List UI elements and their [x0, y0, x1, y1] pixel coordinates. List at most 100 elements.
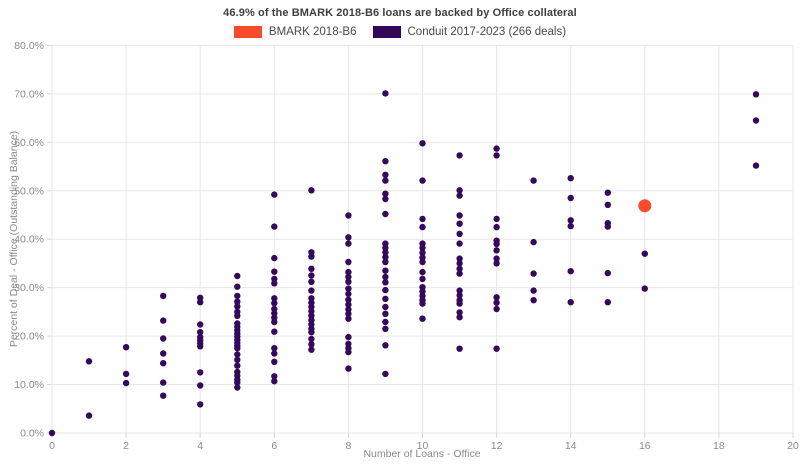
conduit-data-point[interactable]: [234, 362, 241, 369]
conduit-data-point[interactable]: [345, 278, 352, 285]
conduit-data-point[interactable]: [382, 318, 389, 326]
conduit-data-point[interactable]: [493, 247, 500, 254]
conduit-data-point[interactable]: [419, 275, 426, 283]
conduit-data-point[interactable]: [271, 318, 278, 326]
conduit-data-point[interactable]: [419, 244, 426, 252]
conduit-data-point[interactable]: [345, 348, 352, 356]
conduit-data-point[interactable]: [234, 351, 241, 358]
conduit-data-point[interactable]: [493, 223, 500, 231]
conduit-data-point[interactable]: [752, 91, 760, 98]
conduit-data-point[interactable]: [160, 350, 167, 357]
conduit-data-point[interactable]: [493, 240, 500, 248]
legend-item-conduit[interactable]: Conduit 2017-2023 (266 deals): [372, 26, 566, 38]
conduit-data-point[interactable]: [197, 299, 204, 306]
conduit-data-point[interactable]: [493, 145, 500, 152]
conduit-data-point[interactable]: [382, 253, 389, 261]
conduit-data-point[interactable]: [308, 341, 315, 348]
conduit-data-point[interactable]: [456, 314, 463, 321]
conduit-data-point[interactable]: [382, 210, 389, 218]
conduit-data-point[interactable]: [160, 360, 167, 367]
conduit-data-point[interactable]: [345, 234, 352, 241]
conduit-data-point[interactable]: [456, 270, 463, 277]
conduit-data-point[interactable]: [271, 223, 278, 230]
conduit-data-point[interactable]: [419, 215, 426, 223]
conduit-data-point[interactable]: [197, 401, 204, 408]
conduit-data-point[interactable]: [493, 299, 500, 306]
conduit-data-point[interactable]: [271, 280, 278, 287]
conduit-data-point[interactable]: [345, 268, 352, 276]
conduit-data-point[interactable]: [641, 285, 648, 292]
conduit-data-point[interactable]: [345, 240, 352, 247]
conduit-data-point[interactable]: [308, 329, 315, 336]
conduit-data-point[interactable]: [345, 310, 352, 317]
conduit-data-point[interactable]: [382, 195, 389, 203]
conduit-data-point[interactable]: [382, 295, 389, 302]
conduit-data-point[interactable]: [197, 321, 204, 328]
conduit-data-point[interactable]: [456, 287, 463, 294]
conduit-data-point[interactable]: [197, 369, 204, 376]
conduit-data-point[interactable]: [345, 365, 352, 372]
conduit-data-point[interactable]: [271, 373, 278, 380]
conduit-data-point[interactable]: [419, 177, 426, 184]
conduit-data-point[interactable]: [160, 379, 167, 386]
conduit-data-point[interactable]: [493, 345, 500, 352]
conduit-data-point[interactable]: [530, 297, 537, 304]
conduit-data-point[interactable]: [345, 290, 352, 298]
conduit-data-point[interactable]: [234, 272, 241, 280]
conduit-data-point[interactable]: [567, 268, 574, 275]
conduit-data-point[interactable]: [382, 279, 389, 286]
conduit-data-point[interactable]: [419, 140, 426, 147]
conduit-data-point[interactable]: [197, 329, 204, 336]
conduit-data-point[interactable]: [345, 301, 352, 308]
conduit-data-point[interactable]: [345, 296, 352, 303]
conduit-data-point[interactable]: [160, 335, 167, 342]
conduit-data-point[interactable]: [271, 295, 278, 302]
conduit-data-point[interactable]: [308, 316, 315, 324]
conduit-data-point[interactable]: [271, 275, 278, 283]
conduit-data-point[interactable]: [382, 90, 389, 97]
conduit-data-point[interactable]: [382, 158, 389, 165]
conduit-data-point[interactable]: [382, 171, 389, 178]
conduit-data-point[interactable]: [419, 288, 426, 295]
conduit-data-point[interactable]: [456, 300, 463, 307]
conduit-data-point[interactable]: [271, 345, 278, 352]
conduit-data-point[interactable]: [271, 310, 278, 317]
conduit-data-point[interactable]: [567, 222, 574, 230]
conduit-data-point[interactable]: [308, 303, 315, 311]
conduit-data-point[interactable]: [345, 315, 352, 322]
conduit-data-point[interactable]: [604, 189, 611, 196]
conduit-data-point[interactable]: [234, 312, 241, 319]
conduit-data-point[interactable]: [493, 215, 500, 223]
conduit-data-point[interactable]: [604, 201, 611, 208]
conduit-data-point[interactable]: [234, 303, 241, 310]
conduit-data-point[interactable]: [456, 187, 463, 194]
conduit-data-point[interactable]: [456, 260, 463, 267]
conduit-data-point[interactable]: [234, 345, 241, 352]
conduit-data-point[interactable]: [308, 346, 315, 353]
conduit-data-point[interactable]: [419, 300, 426, 307]
conduit-data-point[interactable]: [567, 217, 574, 224]
conduit-data-point[interactable]: [567, 299, 574, 306]
conduit-data-point[interactable]: [197, 343, 204, 350]
conduit-data-point[interactable]: [382, 267, 389, 274]
conduit-data-point[interactable]: [604, 223, 611, 230]
conduit-data-point[interactable]: [382, 249, 389, 256]
conduit-data-point[interactable]: [85, 358, 93, 365]
conduit-data-point[interactable]: [234, 356, 241, 363]
conduit-data-point[interactable]: [493, 255, 500, 262]
conduit-data-point[interactable]: [382, 177, 389, 184]
conduit-data-point[interactable]: [456, 265, 463, 272]
conduit-data-point[interactable]: [345, 333, 352, 341]
conduit-data-point[interactable]: [382, 190, 389, 197]
conduit-data-point[interactable]: [456, 152, 463, 159]
conduit-data-point[interactable]: [456, 345, 463, 352]
bmark-data-point[interactable]: [638, 199, 652, 213]
conduit-data-point[interactable]: [271, 378, 278, 385]
conduit-data-point[interactable]: [752, 162, 760, 169]
conduit-data-point[interactable]: [308, 287, 315, 294]
conduit-data-point[interactable]: [271, 328, 278, 335]
conduit-data-point[interactable]: [493, 152, 500, 159]
conduit-data-point[interactable]: [419, 258, 426, 266]
conduit-data-point[interactable]: [493, 294, 500, 301]
conduit-data-point[interactable]: [493, 305, 500, 313]
